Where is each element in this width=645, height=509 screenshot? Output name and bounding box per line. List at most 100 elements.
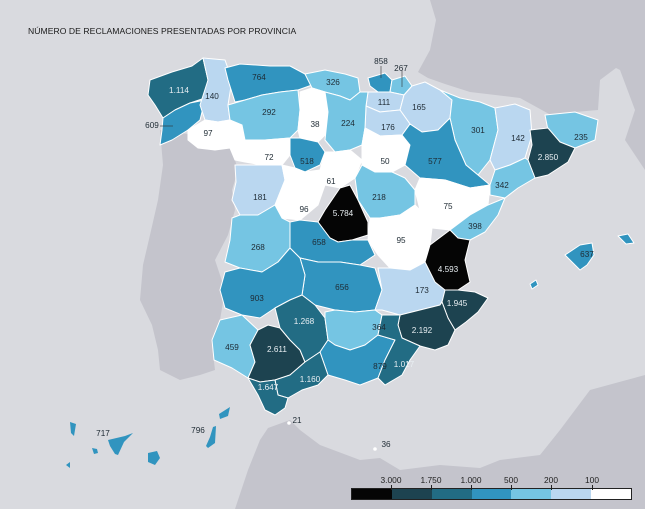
island-el-hierro[interactable] [66, 462, 70, 468]
province-value-label: 176 [381, 123, 395, 132]
province-value-label: 5.784 [333, 209, 354, 218]
legend-seg-200-500 [511, 489, 552, 499]
province-value-label: 50 [380, 157, 390, 166]
legend-tick-label: 1.000 [460, 475, 482, 485]
province-value-label: 903 [250, 294, 264, 303]
island-la-gomera[interactable] [92, 448, 98, 454]
legend-tick-mark [391, 485, 392, 490]
province-value-label: 1.647 [258, 383, 279, 392]
legend-tick-mark [471, 485, 472, 490]
island-la-palma[interactable] [70, 422, 76, 436]
legend-tick-label: 500 [504, 475, 518, 485]
island-fuerteventura[interactable] [206, 426, 216, 448]
province-value-label: 72 [264, 153, 274, 162]
province-value-label: 398 [468, 222, 482, 231]
province-value-label: 21 [292, 416, 302, 425]
province-tarragona[interactable] [489, 157, 536, 199]
legend-seg-100-200 [551, 489, 592, 499]
legend-tick-mark [551, 485, 552, 490]
province-palencia[interactable] [297, 87, 329, 143]
province-value-label: 879 [373, 362, 387, 371]
island-lanzarote[interactable] [219, 407, 230, 419]
province-cadiz[interactable] [247, 377, 289, 416]
province-value-label: 173 [415, 286, 429, 295]
value-labels: 1.114 140 764 326 858 267 609 97 292 38 224 111 165 1… [96, 57, 594, 449]
province-barcelona[interactable] [527, 127, 576, 179]
province-avila[interactable] [274, 164, 326, 221]
legend-seg-0-100 [591, 489, 632, 499]
melilla-marker[interactable] [373, 447, 377, 451]
province-value-label: 1.114 [169, 86, 189, 95]
province-value-label: 637 [580, 250, 594, 259]
ceuta-marker[interactable] [287, 421, 291, 425]
province-value-label: 459 [225, 343, 239, 352]
province-value-label: 38 [310, 120, 320, 129]
province-value-label: 364 [372, 323, 386, 332]
province-value-label: 268 [251, 243, 265, 252]
province-huesca[interactable] [439, 89, 499, 176]
province-value-label: 609 [145, 121, 159, 130]
province-value-label: 142 [511, 134, 525, 143]
legend-color-bar [351, 488, 632, 500]
province-value-label: 2.192 [412, 326, 433, 335]
legend-tick-label: 100 [585, 475, 599, 485]
province-value-label: 342 [495, 181, 509, 190]
province-value-label: 1.017 [394, 360, 415, 369]
province-value-label: 2.611 [267, 345, 287, 354]
province-valencia[interactable] [424, 229, 471, 291]
province-value-label: 1.268 [294, 317, 315, 326]
province-value-label: 97 [203, 129, 213, 138]
map-title: NÚMERO DE RECLAMACIONES PRESENTADAS POR … [28, 26, 297, 36]
province-value-label: 658 [312, 238, 326, 247]
province-illes-balears-menorca[interactable] [617, 233, 635, 245]
legend-seg-3000-plus [352, 489, 392, 499]
province-valladolid[interactable] [289, 137, 326, 173]
legend-tick-mark [511, 485, 512, 490]
province-value-label: 235 [574, 133, 588, 142]
province-illes-balears-mallorca[interactable] [564, 242, 595, 271]
province-value-label: 518 [300, 157, 314, 166]
province-value-label: 2.850 [538, 153, 559, 162]
france-landmass [418, 0, 645, 120]
legend-seg-1000-1750 [431, 489, 472, 499]
province-value-label: 858 [374, 57, 388, 66]
legend-tick-mark [431, 485, 432, 490]
province-value-label: 326 [326, 78, 340, 87]
europe-east-landmass [600, 0, 645, 170]
province-guadalajara[interactable] [354, 164, 416, 219]
province-value-label: 764 [252, 73, 266, 82]
province-value-label: 61 [326, 177, 336, 186]
province-zamora[interactable] [229, 137, 291, 166]
island-tenerife[interactable] [108, 433, 133, 455]
legend-tick-label: 200 [544, 475, 558, 485]
province-value-label: 1.945 [447, 299, 468, 308]
legend-seg-1750-3000 [391, 489, 432, 499]
legend-tick-label: 1.750 [420, 475, 442, 485]
province-value-label: 717 [96, 429, 110, 438]
province-a-coruna[interactable] [147, 57, 209, 119]
morocco-landmass [235, 375, 645, 509]
province-value-label: 4.593 [438, 265, 459, 274]
province-value-label: 224 [341, 119, 355, 128]
province-value-label: 165 [412, 103, 426, 112]
province-value-label: 36 [381, 440, 391, 449]
legend-seg-500-1000 [471, 489, 512, 499]
province-value-label: 111 [378, 98, 391, 107]
province-value-label: 301 [471, 126, 485, 135]
province-value-label: 292 [262, 108, 276, 117]
province-value-label: 181 [253, 193, 267, 202]
province-value-label: 656 [335, 283, 349, 292]
province-pontevedra[interactable] [159, 99, 206, 146]
province-value-label: 140 [205, 92, 219, 101]
province-value-label: 796 [191, 426, 205, 435]
province-value-label: 1.160 [300, 375, 321, 384]
island-gran-canaria[interactable] [148, 451, 160, 465]
province-value-label: 96 [299, 205, 309, 214]
legend-tick-mark [592, 485, 593, 490]
portugal-landmass [140, 130, 238, 380]
province-bizkaia[interactable] [367, 72, 393, 93]
province-value-label: 267 [394, 64, 408, 73]
province-illes-balears-ibiza[interactable] [529, 279, 539, 290]
province-almeria[interactable] [377, 314, 421, 386]
